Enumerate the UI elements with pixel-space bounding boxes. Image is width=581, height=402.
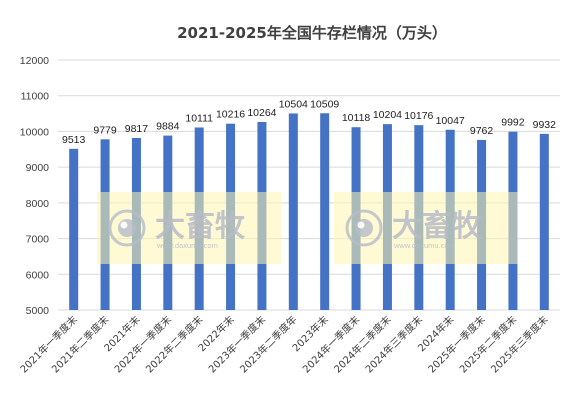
- x-tick-label: 2023年一季度末: [206, 313, 269, 376]
- data-label: 9817: [125, 123, 149, 135]
- data-label: 10111: [185, 112, 213, 124]
- y-tick-label: 8000: [26, 198, 50, 210]
- x-tick-label: 2025年二季度末: [457, 313, 520, 376]
- y-tick-label: 5000: [26, 305, 50, 317]
- data-label: 9932: [533, 119, 557, 131]
- data-label: 10509: [310, 98, 339, 110]
- y-tick-label: 6000: [26, 269, 50, 281]
- x-axis-tick-labels: 2021年一季度末2021年二季度末2021年末2022年一季度末2022年二季…: [17, 313, 550, 376]
- data-label: 9513: [62, 134, 86, 146]
- x-tick-label: 2021年一季度末: [17, 313, 80, 376]
- x-tick-label: 2025年三季度末: [488, 313, 551, 376]
- x-tick-label: 2022年一季度末: [111, 313, 174, 376]
- watermark-url: www.daxumu.com: [156, 241, 218, 250]
- data-label: 10264: [247, 107, 276, 119]
- y-tick-label: 12000: [20, 55, 49, 67]
- y-tick-label: 7000: [26, 234, 50, 246]
- bar: [320, 113, 330, 310]
- data-label: 9884: [156, 121, 180, 133]
- daxumu-logo-icon: [108, 209, 146, 247]
- y-tick-label: 9000: [26, 162, 50, 174]
- y-tick-label: 10000: [20, 126, 49, 138]
- data-label: 10047: [436, 115, 465, 127]
- data-label: 10176: [404, 110, 433, 122]
- data-label: 10118: [342, 112, 371, 124]
- data-label: 9992: [501, 117, 525, 129]
- watermark-url: www.daxumu.com: [393, 241, 455, 250]
- data-label: 10216: [216, 109, 245, 121]
- data-label: 9779: [93, 124, 117, 136]
- x-tick-label: 2022年二季度末: [143, 313, 206, 376]
- bar: [69, 148, 79, 310]
- x-tick-label: 2024年二季度末: [331, 313, 394, 376]
- y-tick-label: 11000: [21, 91, 50, 103]
- daxumu-logo-icon: [345, 209, 383, 247]
- x-tick-label: 2023年二季度年: [237, 313, 300, 376]
- data-label: 10504: [279, 98, 308, 110]
- watermark-text: 大畜牧: [155, 209, 246, 244]
- bar: [288, 113, 298, 310]
- x-tick-label: 2021年二季度末: [49, 313, 112, 376]
- data-label: 10204: [373, 109, 402, 121]
- x-tick-label: 2024年三季度末: [362, 313, 425, 376]
- data-label: 9762: [470, 125, 494, 137]
- bar: [539, 133, 549, 310]
- chart-title: 2021-2025年全国牛存栏情况（万头）: [177, 24, 447, 42]
- x-tick-label: 2025年一季度末: [425, 313, 488, 376]
- x-tick-label: 2024年一季度末: [300, 313, 363, 376]
- y-axis-tick-labels: 5000 6000 7000 8000 9000 10000 11000 12000: [20, 55, 49, 317]
- watermark-text: 大畜牧: [392, 209, 483, 244]
